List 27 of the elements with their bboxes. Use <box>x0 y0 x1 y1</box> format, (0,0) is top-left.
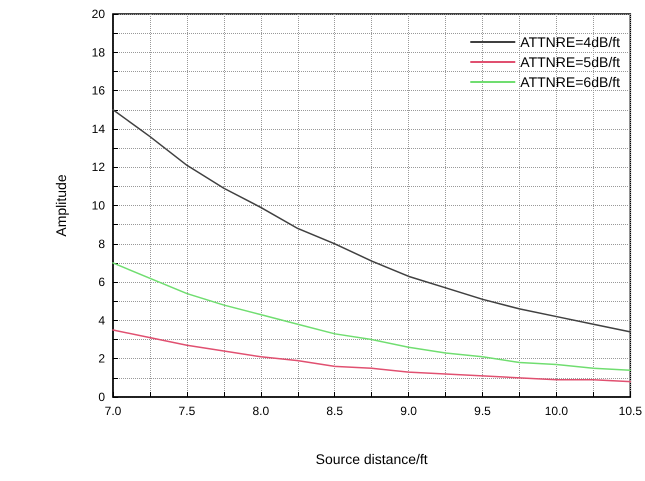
y-tick-label: 16 <box>92 84 106 98</box>
x-tick-label: 7.5 <box>178 404 196 418</box>
x-tick-label: 10.5 <box>618 404 642 418</box>
x-tick-label: 7.0 <box>104 404 122 418</box>
y-tick-label: 18 <box>92 45 106 60</box>
x-axis-title: Source distance/ft <box>316 451 428 467</box>
y-tick-label: 4 <box>98 313 106 328</box>
line-series <box>112 109 632 333</box>
y-tick-label: 8 <box>98 236 106 251</box>
y-tick-label: 2 <box>98 352 106 366</box>
y-axis-title: Amplitude <box>53 174 69 237</box>
y-tick-label: 6 <box>98 275 106 290</box>
y-tick-label: 12 <box>92 160 106 174</box>
x-tick-label: 9.5 <box>474 404 492 418</box>
y-tick-label: 0 <box>98 390 106 404</box>
legend-label: ATTNRE=4dB/ft <box>520 34 620 50</box>
y-tick-label: 20 <box>92 7 106 21</box>
y-tick-label: 10 <box>92 198 106 212</box>
legend-label: ATTNRE=5dB/ft <box>520 54 620 70</box>
y-tick-label: 14 <box>92 122 106 136</box>
line-series <box>112 329 632 382</box>
x-tick-label: 8.5 <box>326 404 344 418</box>
line-series <box>112 262 632 371</box>
legend-label: ATTNRE=6dB/ft <box>520 74 620 90</box>
x-tick-label: 10.0 <box>544 404 568 418</box>
x-tick-label: 9.0 <box>400 404 418 418</box>
x-tick-label: 8.0 <box>252 404 270 418</box>
